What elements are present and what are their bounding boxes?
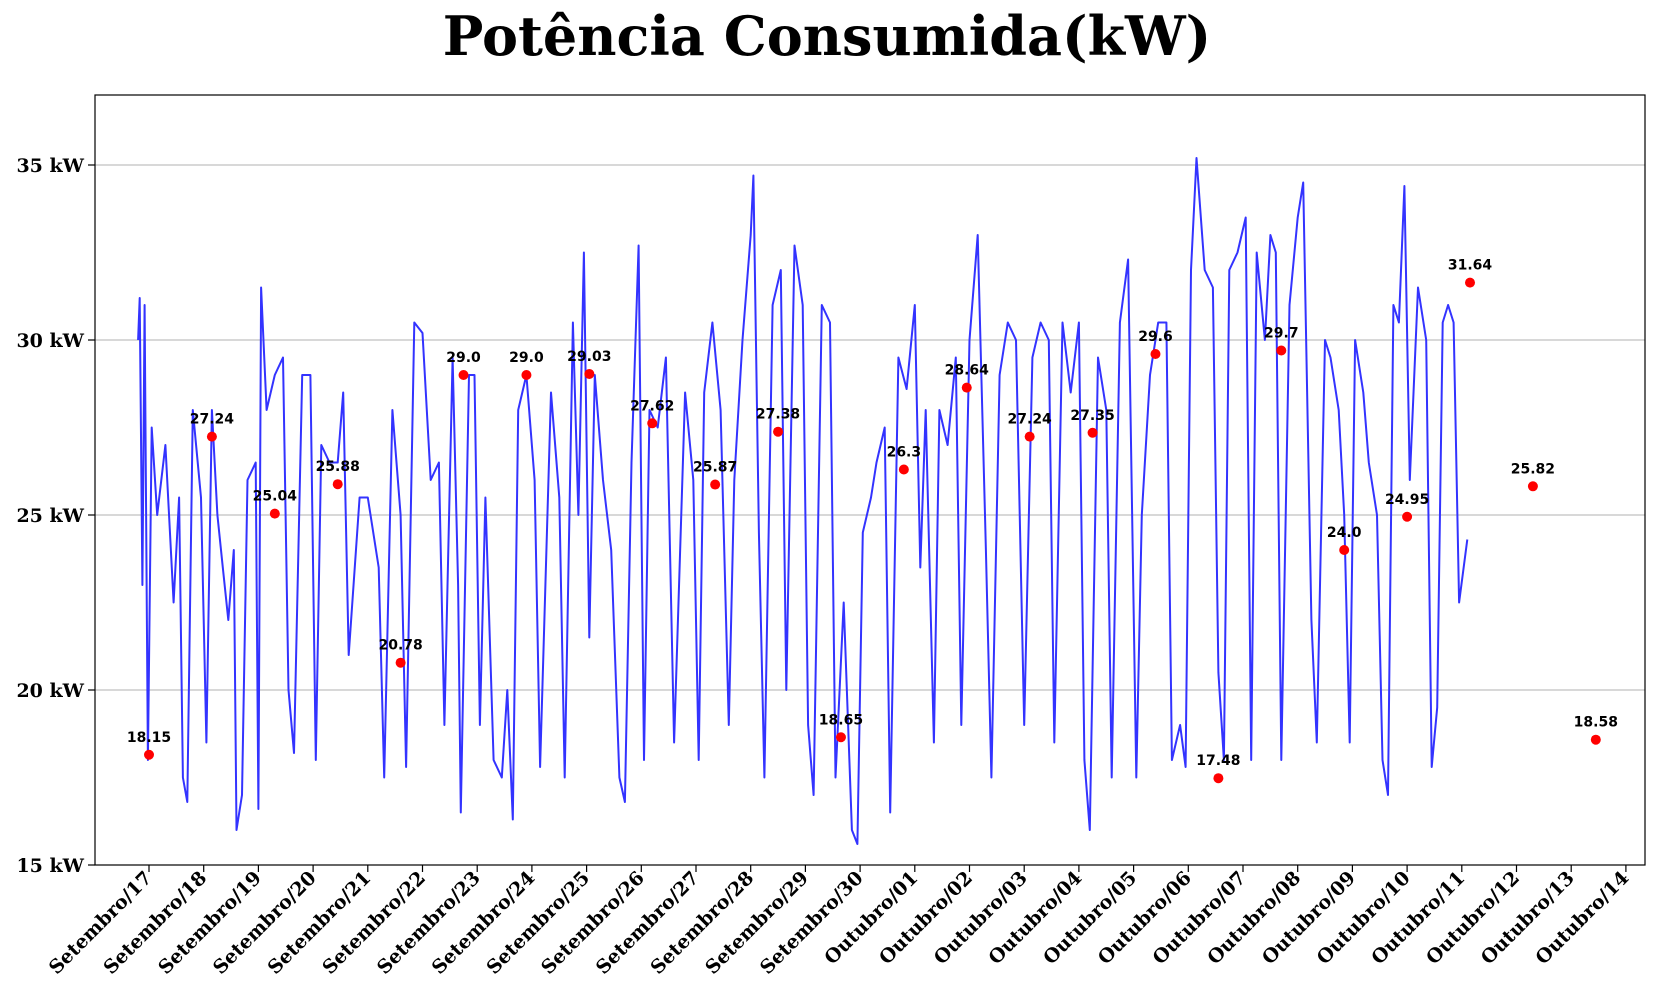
- point-label: 26.3: [887, 445, 922, 461]
- point-marker: [898, 464, 909, 475]
- chart-title: Potência Consumida(kW): [442, 4, 1212, 68]
- point-label: 25.04: [253, 489, 298, 505]
- y-tick-label: 30 kW: [16, 330, 84, 352]
- point-label: 25.87: [693, 460, 737, 476]
- point-label: 24.95: [1385, 492, 1429, 508]
- point-label: 29.6: [1138, 329, 1173, 345]
- point-label: 25.88: [316, 459, 360, 475]
- point-label: 29.03: [567, 349, 611, 365]
- point-label: 27.24: [190, 412, 235, 428]
- point-marker: [1527, 481, 1538, 492]
- point-marker: [1465, 277, 1476, 288]
- point-label: 29.0: [446, 350, 481, 366]
- point-marker: [961, 382, 972, 393]
- point-marker: [584, 368, 595, 379]
- point-marker: [710, 479, 721, 490]
- point-label: 27.24: [1008, 412, 1053, 428]
- series-lines: [137, 157, 1469, 845]
- series-line: [137, 157, 1469, 845]
- point-marker: [395, 657, 406, 668]
- point-label: 27.35: [1070, 408, 1114, 424]
- point-label: 31.64: [1448, 258, 1493, 274]
- point-label: 18.58: [1574, 715, 1618, 731]
- y-tick-label: 15 kW: [16, 855, 84, 877]
- y-tick-label: 20 kW: [16, 680, 84, 702]
- point-label: 24.0: [1327, 525, 1362, 541]
- point-label: 18.15: [127, 730, 171, 746]
- point-marker: [1276, 345, 1287, 356]
- point-marker: [1024, 431, 1035, 442]
- point-marker: [647, 418, 658, 429]
- gridlines: [95, 164, 1645, 866]
- point-label: 25.82: [1511, 461, 1555, 477]
- point-marker: [458, 370, 469, 380]
- y-tick-label: 35 kW: [16, 155, 84, 177]
- point-marker: [1150, 349, 1161, 359]
- point-label: 17.48: [1196, 753, 1240, 769]
- point-label: 29.7: [1264, 326, 1299, 342]
- point-marker: [206, 431, 217, 442]
- point-marker: [269, 508, 280, 519]
- point-marker: [144, 749, 154, 760]
- point-marker: [1339, 545, 1350, 555]
- point-marker: [1402, 511, 1413, 522]
- point-label: 29.0: [509, 350, 544, 366]
- point-markers: 18.15 27.24 25.04 25.88 20.78 29.0 29.0 29.03 27…: [127, 258, 1618, 784]
- point-marker: [521, 370, 532, 380]
- point-marker: [773, 426, 784, 437]
- point-label: 20.78: [378, 638, 422, 654]
- point-marker: [1590, 734, 1601, 745]
- point-label: 18.65: [819, 712, 863, 728]
- point-marker: [1213, 773, 1224, 784]
- point-marker: [835, 732, 846, 743]
- point-label: 28.64: [945, 363, 990, 379]
- point-label: 27.38: [756, 407, 800, 423]
- plot-frame: [94, 94, 1646, 866]
- point-marker: [1087, 427, 1098, 438]
- y-tick-label: 25 kW: [16, 505, 84, 527]
- point-label: 27.62: [630, 398, 674, 414]
- point-marker: [332, 479, 343, 490]
